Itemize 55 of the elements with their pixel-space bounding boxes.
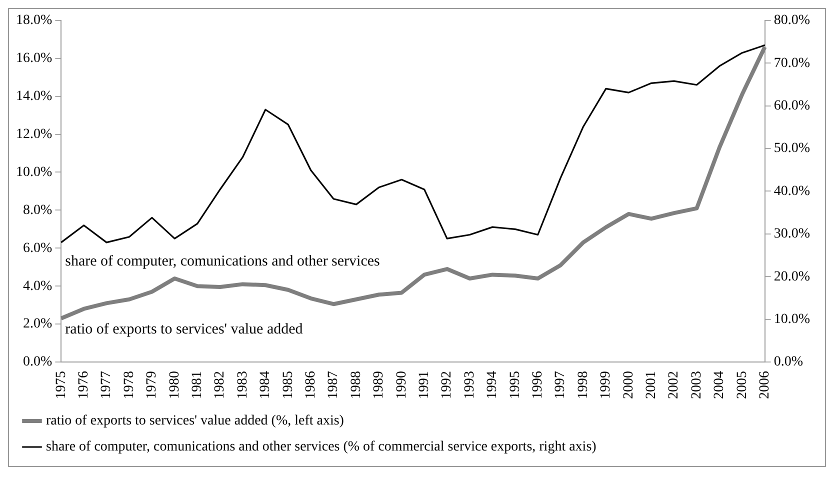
x-tick-label: 1993 bbox=[462, 371, 478, 399]
x-tick-label: 1988 bbox=[348, 371, 364, 399]
y2-tick-label: 40.0% bbox=[774, 184, 810, 199]
legend-label: ratio of exports to services' value added (%, left axis) bbox=[46, 414, 344, 429]
y2-tick-label: 30.0% bbox=[774, 226, 810, 242]
x-tick-label: 1984 bbox=[258, 371, 274, 399]
x-tick-label: 2002 bbox=[666, 371, 682, 399]
x-tick-label: 1975 bbox=[54, 371, 69, 399]
y-tick-label: 10.0% bbox=[16, 164, 52, 180]
y2-tick-label: 80.0% bbox=[774, 13, 810, 28]
y-tick-label: 2.0% bbox=[22, 316, 52, 332]
x-tick-label: 2001 bbox=[644, 371, 660, 399]
x-tick-label: 1980 bbox=[167, 371, 182, 399]
legend-label: share of computer, comunications and other services (% of commercial service exports, right axis) bbox=[46, 440, 597, 455]
x-tick-label: 1999 bbox=[598, 371, 614, 399]
x-tick-label: 1981 bbox=[190, 371, 206, 399]
y2-tick-label: 50.0% bbox=[774, 141, 810, 156]
y-tick-label: 16.0% bbox=[16, 51, 52, 66]
x-tick-label: 2004 bbox=[712, 371, 728, 399]
x-tick-label: 2006 bbox=[758, 371, 773, 399]
y-tick-label: 14.0% bbox=[16, 88, 52, 104]
x-tick-label: 1998 bbox=[576, 371, 591, 399]
x-tick-label: 1994 bbox=[485, 371, 500, 399]
x-tick-label: 1985 bbox=[280, 371, 296, 399]
y2-tick-label: 70.0% bbox=[774, 56, 810, 71]
y-tick-label: 12.0% bbox=[16, 126, 52, 142]
x-tick-label: 2000 bbox=[621, 371, 636, 399]
y-tick-label: 0.0% bbox=[22, 354, 52, 370]
x-tick-label: 1976 bbox=[76, 371, 92, 399]
x-tick-label: 1996 bbox=[530, 371, 546, 399]
x-tick-label: 1995 bbox=[508, 371, 523, 399]
x-tick-label: 1989 bbox=[372, 371, 387, 399]
y-tick-label: 4.0% bbox=[22, 278, 52, 294]
x-tick-label: 2005 bbox=[734, 371, 750, 399]
x-tick-label: 1979 bbox=[144, 371, 160, 399]
x-tick-label: 1977 bbox=[99, 371, 114, 399]
y2-tick-label: 60.0% bbox=[774, 98, 810, 114]
annotation: ratio of exports to services' value added bbox=[65, 322, 304, 338]
y-tick-label: 6.0% bbox=[22, 240, 52, 256]
x-tick-label: 1991 bbox=[417, 371, 432, 399]
x-tick-label: 1986 bbox=[304, 371, 319, 399]
y-tick-label: 18.0% bbox=[16, 13, 52, 28]
y2-tick-label: 20.0% bbox=[774, 269, 810, 284]
annotation: share of computer, comunications and other services bbox=[65, 253, 380, 270]
x-tick-label: 1978 bbox=[122, 371, 137, 399]
x-tick-label: 1990 bbox=[394, 371, 410, 399]
x-tick-label: 1982 bbox=[212, 371, 228, 399]
y-tick-label: 8.0% bbox=[22, 202, 52, 218]
x-tick-label: 2003 bbox=[689, 371, 704, 399]
x-tick-label: 1983 bbox=[235, 371, 250, 399]
y2-tick-label: 0.0% bbox=[774, 354, 804, 370]
x-tick-label: 1987 bbox=[326, 371, 342, 399]
x-tick-label: 1992 bbox=[440, 371, 455, 399]
y2-tick-label: 10.0% bbox=[774, 312, 810, 327]
x-tick-label: 1997 bbox=[553, 371, 568, 399]
